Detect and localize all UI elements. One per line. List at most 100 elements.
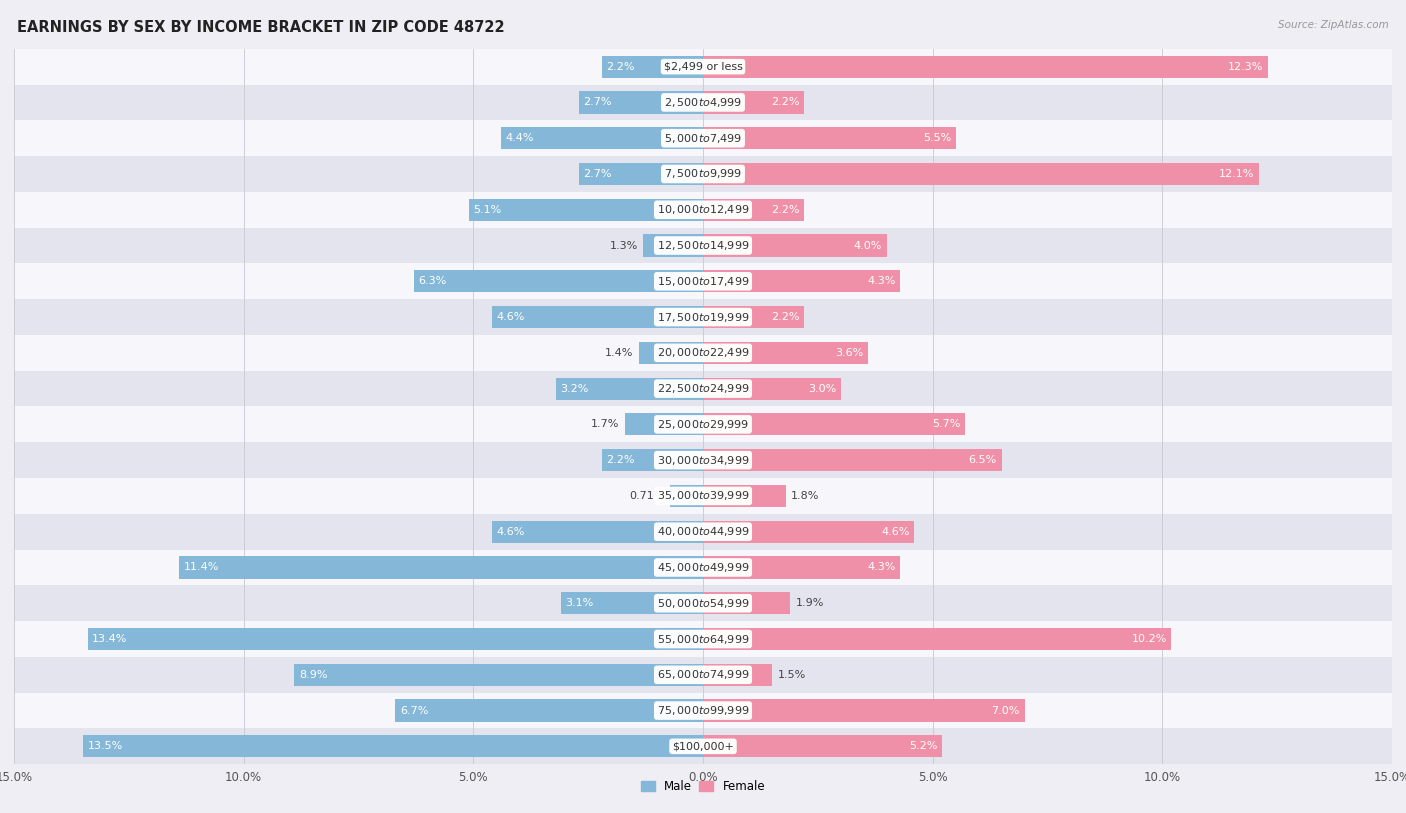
Bar xyxy=(703,485,786,507)
Bar xyxy=(14,514,1392,550)
Text: $45,000 to $49,999: $45,000 to $49,999 xyxy=(657,561,749,574)
Text: 13.4%: 13.4% xyxy=(93,634,128,644)
Bar xyxy=(703,198,804,221)
Text: $5,000 to $7,499: $5,000 to $7,499 xyxy=(664,132,742,145)
Text: 1.9%: 1.9% xyxy=(796,598,824,608)
Bar xyxy=(703,556,900,579)
Text: 2.2%: 2.2% xyxy=(770,205,800,215)
Bar xyxy=(703,377,841,400)
Text: $35,000 to $39,999: $35,000 to $39,999 xyxy=(657,489,749,502)
Text: 5.1%: 5.1% xyxy=(474,205,502,215)
Text: 1.3%: 1.3% xyxy=(610,241,638,250)
Bar xyxy=(602,449,703,472)
Text: 2.2%: 2.2% xyxy=(606,455,636,465)
Text: 3.0%: 3.0% xyxy=(808,384,837,393)
Bar xyxy=(501,127,703,150)
Text: $12,500 to $14,999: $12,500 to $14,999 xyxy=(657,239,749,252)
Bar xyxy=(14,49,1392,85)
Bar xyxy=(14,120,1392,156)
Text: 3.1%: 3.1% xyxy=(565,598,593,608)
Bar xyxy=(14,299,1392,335)
Bar xyxy=(87,628,703,650)
Text: 4.3%: 4.3% xyxy=(868,276,896,286)
Text: $40,000 to $44,999: $40,000 to $44,999 xyxy=(657,525,749,538)
Bar xyxy=(468,198,703,221)
Bar xyxy=(671,485,703,507)
Text: 4.6%: 4.6% xyxy=(882,527,910,537)
Text: 2.7%: 2.7% xyxy=(583,169,612,179)
Text: 2.2%: 2.2% xyxy=(770,312,800,322)
Text: 4.0%: 4.0% xyxy=(853,241,882,250)
Bar xyxy=(703,55,1268,78)
Bar xyxy=(83,735,703,758)
Text: $25,000 to $29,999: $25,000 to $29,999 xyxy=(657,418,749,431)
Bar xyxy=(492,306,703,328)
Bar xyxy=(638,341,703,364)
Text: $2,499 or less: $2,499 or less xyxy=(664,62,742,72)
Text: $30,000 to $34,999: $30,000 to $34,999 xyxy=(657,454,749,467)
Bar xyxy=(492,520,703,543)
Bar xyxy=(703,91,804,114)
Text: 13.5%: 13.5% xyxy=(87,741,122,751)
Text: $55,000 to $64,999: $55,000 to $64,999 xyxy=(657,633,749,646)
Text: 4.6%: 4.6% xyxy=(496,527,524,537)
Bar xyxy=(703,413,965,436)
Bar xyxy=(579,91,703,114)
Bar xyxy=(14,156,1392,192)
Bar xyxy=(703,628,1171,650)
Bar xyxy=(14,228,1392,263)
Bar xyxy=(579,163,703,185)
Text: 3.6%: 3.6% xyxy=(835,348,863,358)
Bar xyxy=(14,192,1392,228)
Bar xyxy=(703,306,804,328)
Text: 11.4%: 11.4% xyxy=(184,563,219,572)
Text: 6.7%: 6.7% xyxy=(399,706,429,715)
Text: 5.7%: 5.7% xyxy=(932,420,960,429)
Text: $10,000 to $12,499: $10,000 to $12,499 xyxy=(657,203,749,216)
Bar xyxy=(703,234,887,257)
Bar xyxy=(555,377,703,400)
Text: Source: ZipAtlas.com: Source: ZipAtlas.com xyxy=(1278,20,1389,30)
Bar xyxy=(294,663,703,686)
Bar xyxy=(180,556,703,579)
Bar xyxy=(413,270,703,293)
Text: 12.3%: 12.3% xyxy=(1227,62,1264,72)
Text: 2.7%: 2.7% xyxy=(583,98,612,107)
Text: 2.2%: 2.2% xyxy=(770,98,800,107)
Bar xyxy=(14,728,1392,764)
Bar xyxy=(14,585,1392,621)
Text: EARNINGS BY SEX BY INCOME BRACKET IN ZIP CODE 48722: EARNINGS BY SEX BY INCOME BRACKET IN ZIP… xyxy=(17,20,505,35)
Text: 3.2%: 3.2% xyxy=(561,384,589,393)
Bar xyxy=(14,335,1392,371)
Bar xyxy=(644,234,703,257)
Bar xyxy=(703,163,1258,185)
Text: $75,000 to $99,999: $75,000 to $99,999 xyxy=(657,704,749,717)
Bar xyxy=(703,449,1001,472)
Bar xyxy=(14,85,1392,120)
Bar xyxy=(14,442,1392,478)
Text: 6.5%: 6.5% xyxy=(969,455,997,465)
Bar xyxy=(703,520,914,543)
Text: $17,500 to $19,999: $17,500 to $19,999 xyxy=(657,311,749,324)
Legend: Male, Female: Male, Female xyxy=(636,776,770,798)
Bar xyxy=(602,55,703,78)
Text: $2,500 to $4,999: $2,500 to $4,999 xyxy=(664,96,742,109)
Bar xyxy=(14,693,1392,728)
Text: 8.9%: 8.9% xyxy=(299,670,328,680)
Bar xyxy=(14,621,1392,657)
Bar xyxy=(395,699,703,722)
Text: 4.3%: 4.3% xyxy=(868,563,896,572)
Text: $20,000 to $22,499: $20,000 to $22,499 xyxy=(657,346,749,359)
Bar xyxy=(703,270,900,293)
Bar xyxy=(703,699,1025,722)
Text: 1.7%: 1.7% xyxy=(591,420,620,429)
Bar xyxy=(14,478,1392,514)
Text: 5.5%: 5.5% xyxy=(922,133,950,143)
Text: $100,000+: $100,000+ xyxy=(672,741,734,751)
Text: 1.4%: 1.4% xyxy=(605,348,633,358)
Bar xyxy=(14,550,1392,585)
Text: 2.2%: 2.2% xyxy=(606,62,636,72)
Bar xyxy=(703,127,956,150)
Bar xyxy=(703,663,772,686)
Bar xyxy=(703,735,942,758)
